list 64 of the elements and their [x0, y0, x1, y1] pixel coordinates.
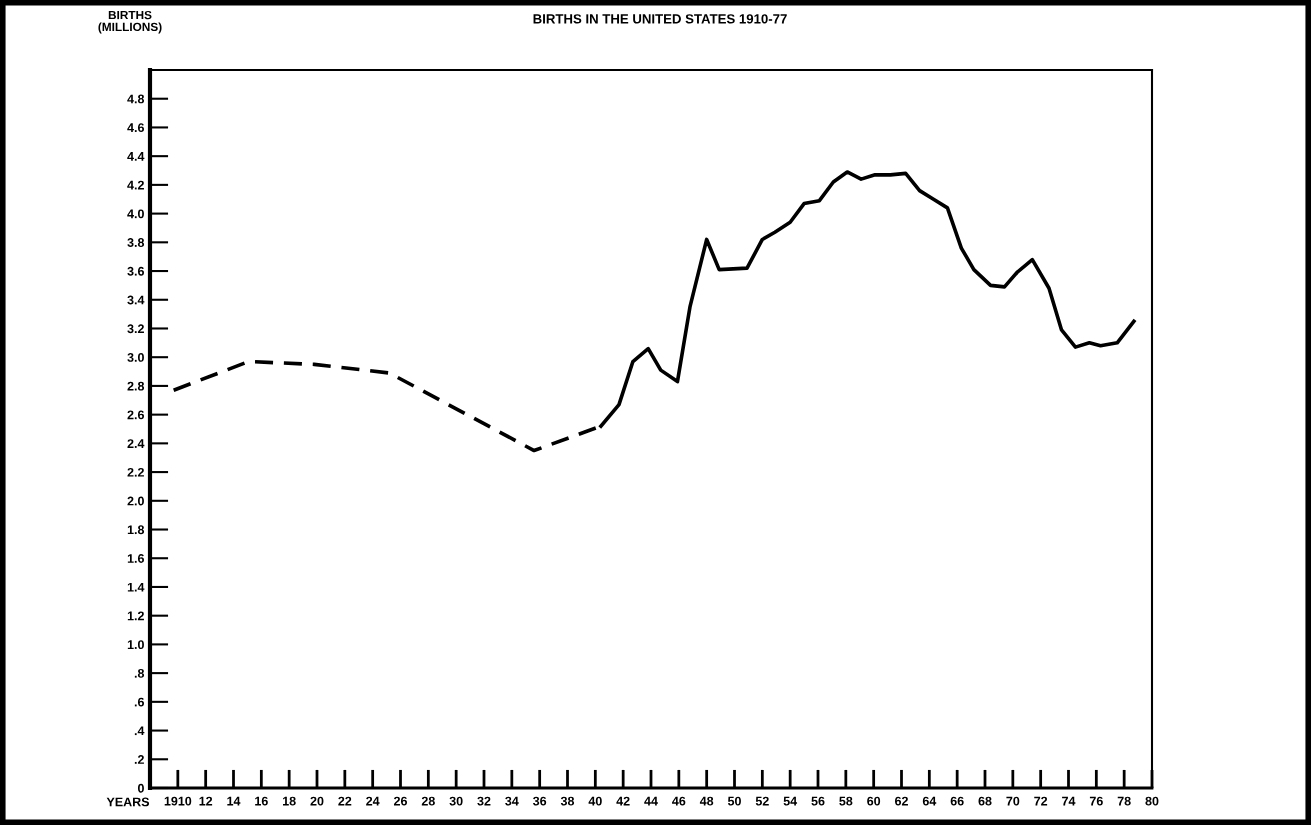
x-tick-label: 68	[978, 796, 992, 806]
y-tick-label: 2.0	[127, 496, 144, 506]
y-tick-label: 3.4	[127, 295, 145, 305]
x-tick-label: 32	[477, 796, 491, 806]
x-tick-label: 60	[867, 796, 881, 806]
y-tick-label: .4	[134, 726, 145, 736]
y-tick-label: 0	[137, 783, 144, 793]
x-tick-label: 46	[672, 796, 686, 806]
x-tick-label: 80	[1145, 796, 1159, 806]
x-tick-label: 62	[895, 796, 908, 806]
x-tick-label: 22	[338, 796, 352, 806]
y-tick-label: 4.4	[127, 152, 145, 161]
y-tick-label: 1.0	[127, 640, 144, 650]
x-tick-label: 30	[449, 796, 463, 806]
x-tick-label: 12	[199, 796, 213, 806]
chart-title: BIRTHS IN THE UNITED STATES 1910-77	[533, 14, 787, 24]
y-tick-label: 2.8	[127, 381, 145, 391]
y-tick-label: 1.2	[127, 611, 144, 621]
x-tick-label: 14	[227, 796, 241, 806]
x-tick-label: 28	[421, 796, 435, 806]
y-tick-label: 4.6	[127, 123, 144, 133]
x-tick-label: 74	[1062, 796, 1076, 806]
y-tick-label: 3.8	[127, 238, 145, 247]
y-tick-label: 3.2	[127, 324, 144, 334]
y-axis-title: BIRTHS (MILLIONS)	[98, 10, 162, 34]
x-tick-label: 34	[505, 796, 519, 806]
x-axis-title: YEARS	[106, 797, 150, 807]
x-tick-label: 24	[366, 796, 380, 806]
y-tick-label: .6	[134, 697, 144, 707]
y-tick-label: 2.2	[127, 467, 144, 477]
x-tick-label: 36	[533, 796, 547, 806]
x-tick-label: 64	[922, 796, 937, 806]
y-tick-label: .2	[134, 755, 144, 764]
y-tick-label: 4.2	[127, 180, 144, 190]
x-tick-label: 66	[950, 796, 964, 806]
x-tick-label: 16	[255, 796, 268, 806]
x-tick-label: 72	[1034, 796, 1048, 806]
y-tick-label: .8	[134, 668, 145, 678]
x-tick-label: 44	[644, 796, 658, 806]
x-tick-label: 26	[393, 796, 407, 806]
y-tick-label: 4.0	[127, 209, 144, 219]
x-tick-label: 18	[283, 796, 296, 806]
y-tick-label: 4.8	[127, 94, 145, 104]
y-tick-label: 2.4	[127, 439, 145, 448]
x-tick-label: 70	[1006, 796, 1020, 806]
x-tick-label: 78	[1117, 796, 1131, 806]
x-tick-label: 58	[839, 796, 853, 806]
y-tick-label: 3.0	[127, 353, 144, 362]
x-tick-label: 50	[727, 796, 741, 806]
x-tick-label: 48	[699, 796, 714, 806]
y-tick-label: 2.6	[127, 410, 144, 420]
x-tick-label: 1910	[164, 796, 192, 806]
y-tick-label: 1.4	[127, 582, 145, 592]
y-tick-label: 3.6	[127, 266, 144, 276]
x-tick-label: 52	[755, 796, 769, 806]
x-tick-label: 76	[1089, 796, 1103, 806]
x-tick-label: 38	[560, 796, 575, 806]
x-tick-label: 42	[616, 796, 630, 806]
y-tick-label: 1.8	[127, 525, 145, 535]
x-tick-label: 56	[811, 796, 825, 806]
x-tick-label: 54	[783, 796, 798, 806]
x-tick-label: 20	[310, 796, 324, 806]
x-tick-label: 40	[588, 796, 602, 806]
y-tick-label: 1.6	[127, 554, 144, 563]
